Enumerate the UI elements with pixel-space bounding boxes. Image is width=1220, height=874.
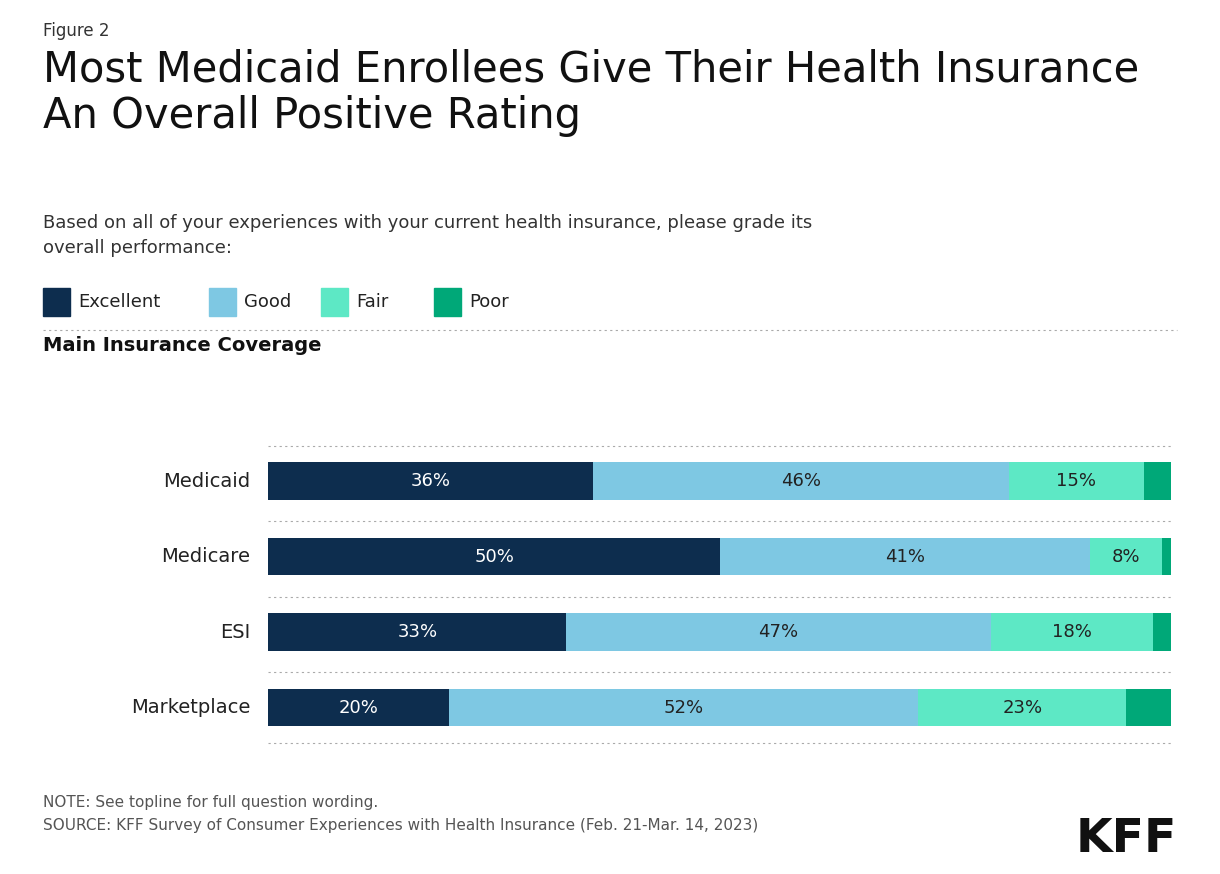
Bar <box>720 538 1089 575</box>
Text: 46%: 46% <box>781 472 821 490</box>
Text: 8%: 8% <box>1111 548 1141 565</box>
Text: NOTE: See topline for full question wording.
SOURCE: KFF Survey of Consumer Expe: NOTE: See topline for full question word… <box>43 795 758 833</box>
Text: Poor: Poor <box>470 293 509 310</box>
Bar <box>268 689 449 726</box>
Text: 33%: 33% <box>398 623 438 641</box>
Bar <box>919 689 1126 726</box>
Bar <box>1153 614 1171 651</box>
Text: Main Insurance Coverage: Main Insurance Coverage <box>43 336 321 356</box>
Text: Fair: Fair <box>356 293 389 310</box>
Bar <box>1144 462 1171 500</box>
Bar <box>1126 689 1171 726</box>
Bar <box>1089 538 1163 575</box>
Bar <box>1163 538 1171 575</box>
Text: 20%: 20% <box>339 698 378 717</box>
Text: 41%: 41% <box>884 548 925 565</box>
Bar <box>1009 462 1144 500</box>
Bar <box>268 538 720 575</box>
Text: 36%: 36% <box>411 472 451 490</box>
Text: Medicaid: Medicaid <box>163 472 250 490</box>
Text: 23%: 23% <box>1002 698 1042 717</box>
Bar <box>268 614 566 651</box>
Bar <box>268 462 593 500</box>
Text: ESI: ESI <box>220 622 250 642</box>
Text: KFF: KFF <box>1076 817 1177 862</box>
Text: Figure 2: Figure 2 <box>43 22 110 40</box>
Text: 18%: 18% <box>1052 623 1092 641</box>
Text: Good: Good <box>244 293 292 310</box>
Text: 50%: 50% <box>475 548 514 565</box>
Text: 47%: 47% <box>759 623 799 641</box>
Text: Based on all of your experiences with your current health insurance, please grad: Based on all of your experiences with yo… <box>43 214 813 257</box>
Bar <box>566 614 991 651</box>
Bar <box>593 462 1009 500</box>
Text: 15%: 15% <box>1057 472 1097 490</box>
Text: Marketplace: Marketplace <box>131 698 250 717</box>
Bar <box>991 614 1153 651</box>
Text: 52%: 52% <box>664 698 704 717</box>
Text: Most Medicaid Enrollees Give Their Health Insurance
An Overall Positive Rating: Most Medicaid Enrollees Give Their Healt… <box>43 48 1139 137</box>
Text: Medicare: Medicare <box>161 547 250 566</box>
Bar <box>449 689 919 726</box>
Text: Excellent: Excellent <box>78 293 160 310</box>
